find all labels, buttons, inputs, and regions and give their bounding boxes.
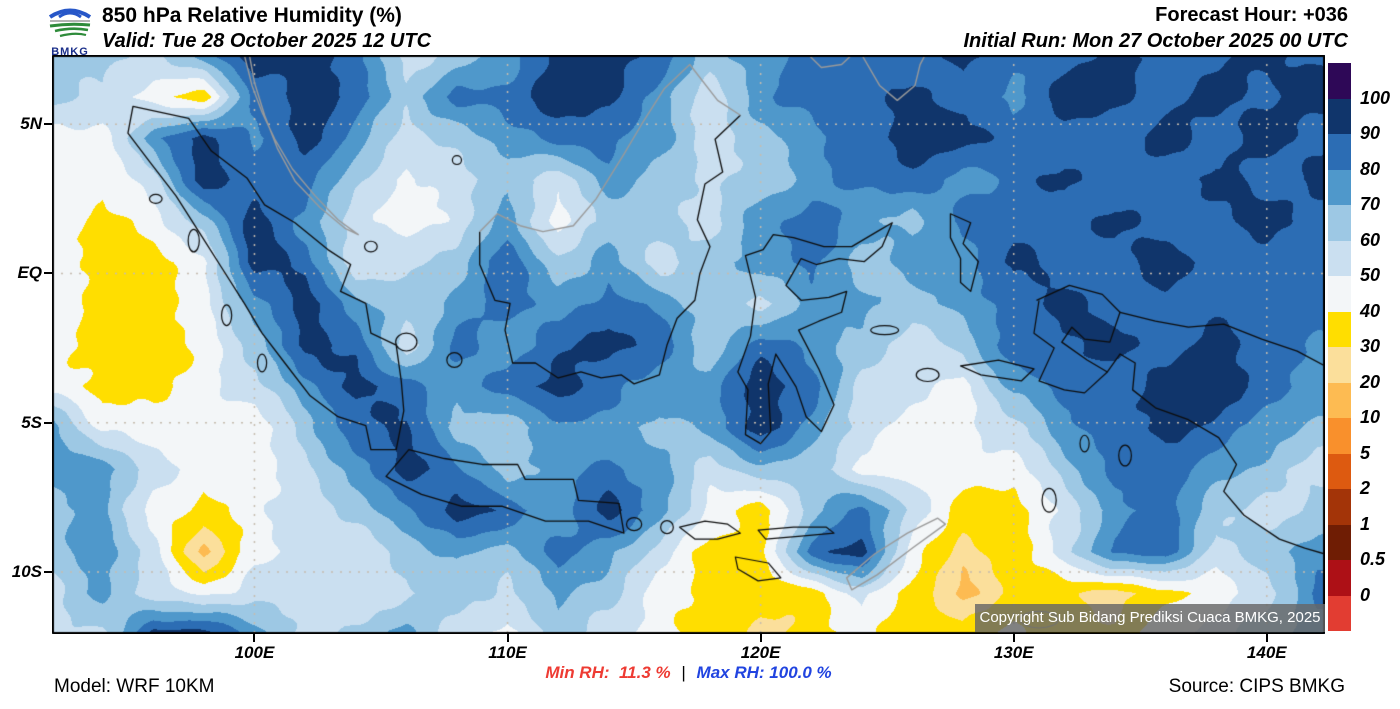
x-tick [1012,634,1015,642]
colorbar-label: 90 [1360,123,1381,144]
colorbar-legend: 100 90 80 70 60 50 40 30 20 10 5 2 1 0.5 0 [1328,63,1390,631]
colorbar-segment [1328,418,1351,454]
y-axis-label: 10S [11,561,42,581]
colorbar-label: 30 [1360,336,1381,357]
colorbar-segment [1328,347,1351,383]
copyright-overlay: Copyright Sub Bidang Prediksi Cuaca BMKG… [975,604,1325,632]
colorbar-label: 70 [1360,194,1381,215]
bmkg-logo-label: BMKG [51,46,89,58]
colorbar-label: 1 [1360,513,1371,534]
x-axis-label: 140E [1246,643,1287,662]
x-axis-label: 110E [488,643,527,662]
x-tick [253,634,256,642]
y-tick [44,272,52,275]
colorbar-segment [1328,134,1351,170]
minmax-separator: | [681,663,686,682]
valid-time-label: Valid: Tue 28 October 2025 12 UTC [102,30,432,52]
humidity-contour-map [52,55,1325,634]
y-axis-label: EQ [17,263,42,283]
colorbar-label: 20 [1360,371,1381,392]
colorbar-label: 0 [1360,584,1371,605]
model-label: Model: WRF 10KM [54,676,215,697]
source-label: Source: CIPS BMKG [1168,676,1345,697]
colorbar-segment [1328,311,1351,347]
colorbar-segment [1328,560,1351,596]
min-rh-label: Min RH: 11.3 % [545,663,671,682]
colorbar-segment [1328,98,1351,134]
colorbar-label: 60 [1360,229,1381,250]
y-tick [44,123,52,126]
chart-title: 850 hPa Relative Humidity (%) [102,4,402,27]
min-max-line: Min RH: 11.3 % | Max RH: 100.0 % [52,663,1325,683]
x-tick [759,634,762,642]
colorbar-segment [1328,595,1351,631]
forecast-hour-label: Forecast Hour: +036 [1155,4,1348,26]
colorbar-label: 10 [1360,407,1381,428]
colorbar-segment [1328,276,1351,312]
colorbar-label: 80 [1360,158,1381,179]
y-axis-label: 5S [21,412,42,432]
x-tick [1265,634,1268,642]
colorbar-segment [1328,63,1351,99]
y-axis-label: 5N [20,114,42,134]
colorbar-label: 5 [1360,442,1371,463]
colorbar-segment [1328,524,1351,560]
colorbar-label: 2 [1360,478,1371,499]
initial-run-label: Initial Run: Mon 27 October 2025 00 UTC [963,30,1348,52]
max-rh-label: Max RH: 100.0 % [696,663,832,682]
y-tick [44,570,52,573]
x-axis-label: 100E [234,643,275,662]
bmkg-logo-icon [48,8,92,38]
colorbar-label: 100 [1360,87,1391,108]
max-rh-value: 100.0 % [769,663,832,682]
colorbar-label: 40 [1360,300,1381,321]
colorbar-segment [1328,382,1351,418]
y-tick [44,421,52,424]
colorbar-segment [1328,169,1351,205]
x-axis-label: 130E [993,643,1034,662]
colorbar-segment [1328,453,1351,489]
min-rh-value: 11.3 % [618,663,671,682]
colorbar-segment [1328,240,1351,276]
colorbar-segment [1328,205,1351,241]
x-tick [506,634,509,642]
colorbar-segment [1328,489,1351,525]
x-axis-label: 120E [740,643,781,662]
colorbar-label: 50 [1360,265,1381,286]
bmkg-logo: BMKG [44,2,96,58]
colorbar-label: 0.5 [1360,549,1386,570]
